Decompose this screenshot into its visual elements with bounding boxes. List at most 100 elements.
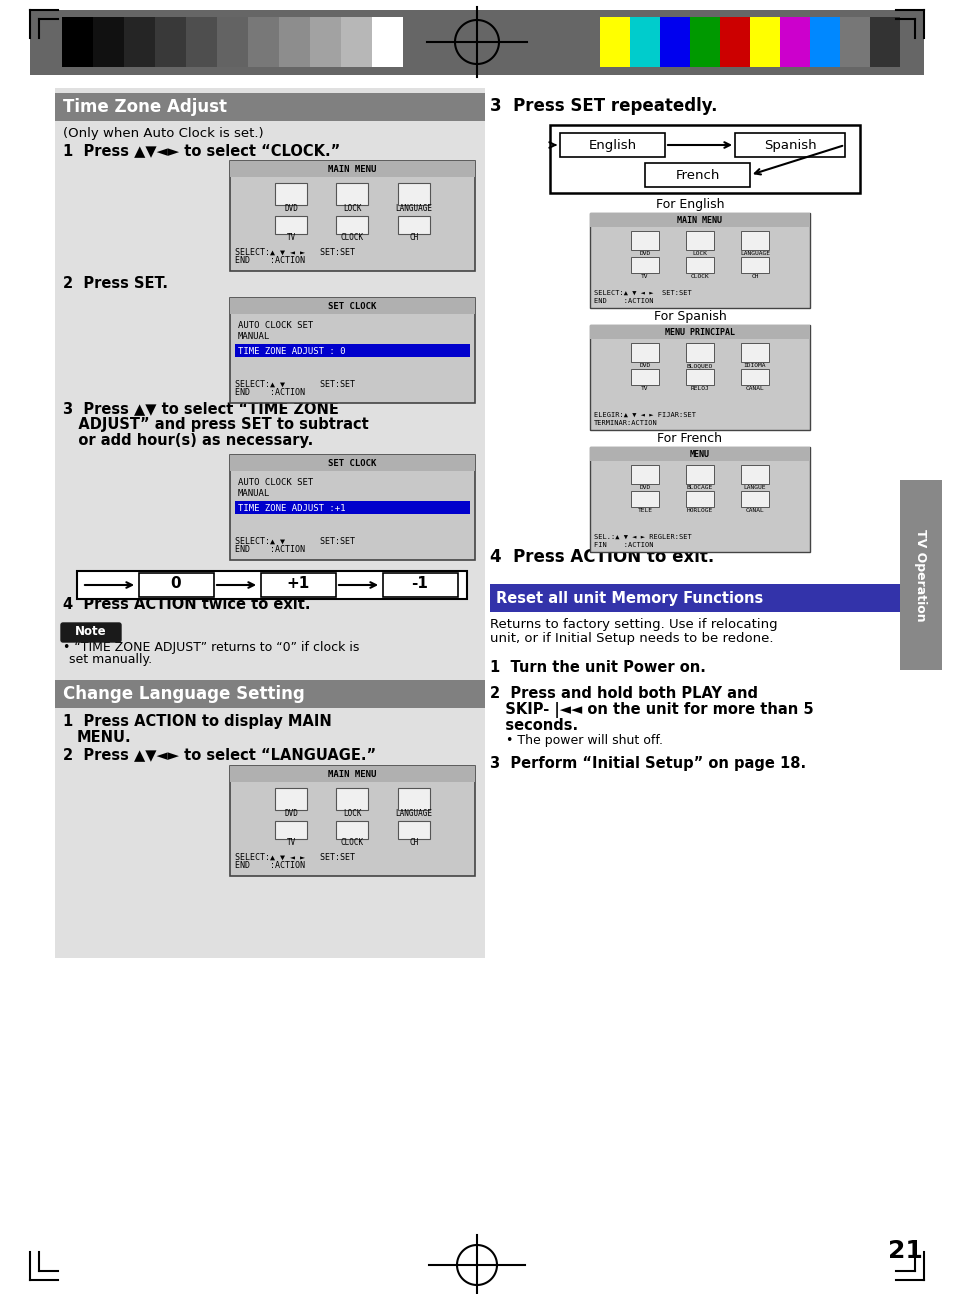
Text: LANGUAGE: LANGUAGE (740, 251, 769, 256)
Text: For Spanish: For Spanish (653, 311, 725, 324)
Text: SELECT:▲ ▼ ◄ ►  SET:SET: SELECT:▲ ▼ ◄ ► SET:SET (594, 290, 691, 296)
Text: DVD: DVD (639, 251, 650, 256)
Text: • “TIME ZONE ADJUST” returns to “0” if clock is: • “TIME ZONE ADJUST” returns to “0” if c… (63, 641, 359, 653)
Bar (685, 343, 713, 362)
Bar (154, 17, 186, 67)
Text: DVD: DVD (639, 485, 650, 490)
Text: 1  Press ▲▼◄► to select “CLOCK.”: 1 Press ▲▼◄► to select “CLOCK.” (63, 144, 340, 158)
Text: HORLOGE: HORLOGE (686, 509, 713, 512)
Text: TIME ZONE ADJUST :+1: TIME ZONE ADJUST :+1 (237, 503, 345, 512)
Text: SELECT:▲ ▼ ◄ ►   SET:SET: SELECT:▲ ▼ ◄ ► SET:SET (234, 248, 355, 258)
Text: END    :ACTION: END :ACTION (234, 388, 305, 397)
Text: BLOQUEO: BLOQUEO (686, 364, 713, 367)
Text: CLOCK: CLOCK (340, 839, 364, 848)
Text: 2  Press SET.: 2 Press SET. (63, 276, 168, 291)
Bar (809, 17, 840, 67)
Text: unit, or if Initial Setup needs to be redone.: unit, or if Initial Setup needs to be re… (490, 631, 773, 644)
Bar (248, 17, 278, 67)
Text: LOCK: LOCK (343, 809, 361, 818)
Bar (234, 501, 470, 514)
Bar (589, 214, 809, 308)
Text: MENU: MENU (689, 450, 709, 459)
Text: set manually.: set manually. (69, 653, 152, 666)
Text: END    :ACTION: END :ACTION (234, 861, 305, 870)
Text: Time Zone Adjust: Time Zone Adjust (63, 98, 227, 116)
Bar (630, 232, 659, 250)
Bar (550, 126, 859, 193)
Text: 0: 0 (171, 576, 181, 591)
Text: Spanish: Spanish (763, 138, 816, 151)
Text: LOCK: LOCK (692, 251, 707, 256)
Bar (336, 788, 368, 810)
Text: DVD: DVD (284, 204, 298, 214)
Bar (740, 343, 768, 362)
Text: FIN    :ACTION: FIN :ACTION (594, 542, 653, 547)
Bar (589, 446, 809, 461)
Bar (230, 160, 475, 270)
Bar (685, 369, 713, 386)
Bar (689, 17, 720, 67)
Bar (749, 17, 780, 67)
Text: • The power will shut off.: • The power will shut off. (505, 734, 662, 747)
Bar (869, 17, 899, 67)
Text: SEL.:▲ ▼ ◄ ► REGLER:SET: SEL.:▲ ▼ ◄ ► REGLER:SET (594, 534, 691, 540)
Text: IDIOMA: IDIOMA (743, 364, 765, 367)
Text: CANAL: CANAL (745, 509, 763, 512)
FancyBboxPatch shape (61, 622, 121, 642)
Text: CH: CH (409, 233, 418, 242)
Text: -1: -1 (411, 576, 428, 591)
Text: (Only when Auto Clock is set.): (Only when Auto Clock is set.) (63, 127, 263, 140)
Text: ADJUST” and press SET to subtract: ADJUST” and press SET to subtract (63, 417, 369, 432)
Text: LANGUE: LANGUE (743, 485, 765, 490)
Text: or add hour(s) as necessary.: or add hour(s) as necessary. (63, 433, 313, 448)
Text: DVD: DVD (639, 364, 650, 367)
Bar (899, 480, 941, 670)
Text: END    :ACTION: END :ACTION (594, 298, 653, 304)
Text: 4  Press ACTION to exit.: 4 Press ACTION to exit. (490, 547, 714, 565)
Bar (275, 182, 307, 204)
Bar (62, 17, 92, 67)
Text: END    :ACTION: END :ACTION (234, 256, 305, 265)
Bar (599, 17, 629, 67)
Text: CLOCK: CLOCK (690, 274, 709, 280)
Text: Change Language Setting: Change Language Setting (63, 685, 304, 703)
Bar (685, 258, 713, 273)
Text: 3  Press ▲▼ to select “TIME ZONE: 3 Press ▲▼ to select “TIME ZONE (63, 401, 338, 415)
Bar (278, 17, 310, 67)
Bar (55, 88, 484, 958)
Text: LOCK: LOCK (343, 204, 361, 214)
Text: SELECT:▲ ▼       SET:SET: SELECT:▲ ▼ SET:SET (234, 380, 355, 389)
Bar (230, 766, 475, 782)
Bar (629, 17, 659, 67)
Text: AUTO CLOCK SET: AUTO CLOCK SET (237, 477, 313, 487)
Bar (397, 788, 429, 810)
Text: TIME ZONE ADJUST : 0: TIME ZONE ADJUST : 0 (237, 347, 345, 356)
Text: TV: TV (286, 839, 295, 848)
Bar (589, 214, 809, 226)
Text: 1  Press ACTION to display MAIN: 1 Press ACTION to display MAIN (63, 714, 332, 729)
Bar (275, 216, 307, 234)
Bar (840, 17, 869, 67)
Text: Returns to factory setting. Use if relocating: Returns to factory setting. Use if reloc… (490, 619, 777, 631)
Text: For French: For French (657, 432, 721, 445)
Bar (659, 17, 689, 67)
Text: SET CLOCK: SET CLOCK (328, 459, 376, 468)
Bar (644, 163, 749, 188)
Text: MAIN MENU: MAIN MENU (677, 216, 721, 225)
Text: CANAL: CANAL (745, 386, 763, 391)
Text: LANGUAGE: LANGUAGE (395, 204, 432, 214)
Text: LANGUAGE: LANGUAGE (395, 809, 432, 818)
Bar (490, 584, 904, 612)
Bar (740, 232, 768, 250)
Bar (740, 258, 768, 273)
Bar (336, 216, 368, 234)
Bar (630, 490, 659, 507)
Bar (336, 820, 368, 839)
Text: 2  Press and hold both PLAY and: 2 Press and hold both PLAY and (490, 686, 758, 701)
Text: For English: For English (655, 198, 723, 211)
Bar (55, 93, 484, 122)
Text: MANUAL: MANUAL (237, 333, 270, 342)
Text: SKIP- |◄◄ on the unit for more than 5: SKIP- |◄◄ on the unit for more than 5 (490, 703, 813, 718)
Bar (685, 465, 713, 484)
Bar (630, 258, 659, 273)
